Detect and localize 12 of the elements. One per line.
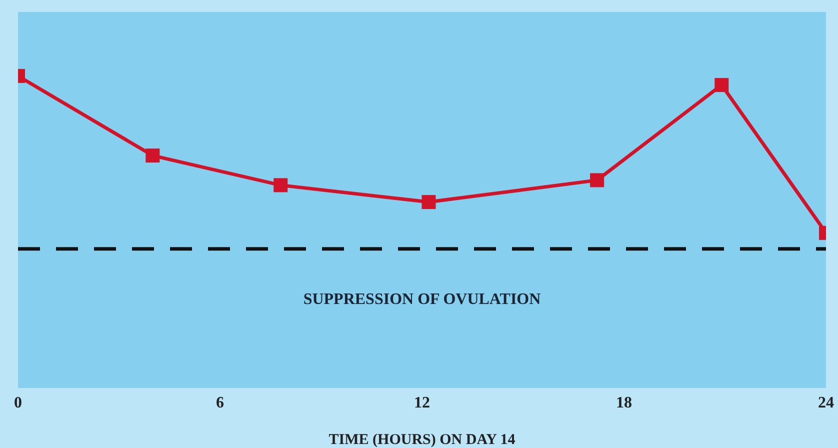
point <box>422 195 436 210</box>
x-axis-title: TIME (HOURS) ON DAY 14 <box>328 432 516 448</box>
ref-line-label: SUPPRESSION OF OVULATION <box>303 290 542 308</box>
point <box>274 178 288 192</box>
x-tick-label: 6 <box>216 394 224 412</box>
x-tick-label: 12 <box>414 394 430 412</box>
x-tick-label: 24 <box>818 394 834 412</box>
x-tick-label: 18 <box>616 394 632 412</box>
point <box>714 78 729 92</box>
x-tick-label: 0 <box>14 394 22 412</box>
point <box>590 173 604 188</box>
point <box>146 148 160 163</box>
